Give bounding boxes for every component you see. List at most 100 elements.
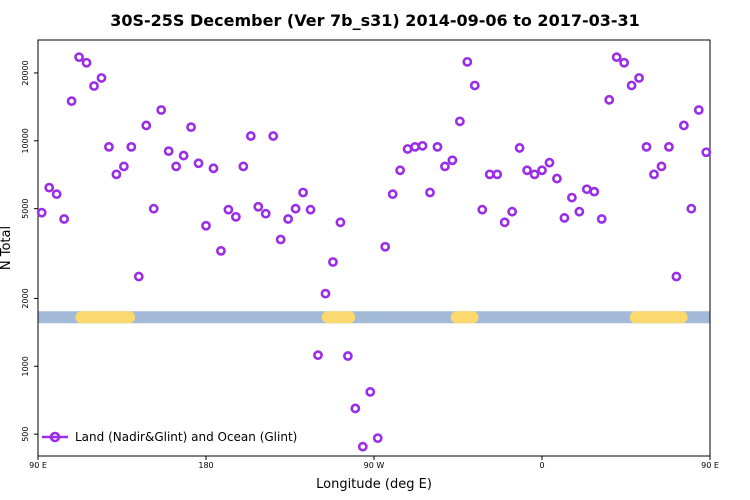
data-point bbox=[626, 80, 637, 91]
data-point bbox=[260, 208, 271, 219]
legend: Land (Nadir&Glint) and Ocean (Glint) bbox=[42, 430, 297, 444]
data-point bbox=[223, 204, 234, 215]
x-tick-label: 90 E bbox=[29, 461, 47, 470]
data-point bbox=[245, 131, 256, 141]
data-point bbox=[350, 403, 361, 414]
data-point bbox=[634, 73, 644, 83]
data-point bbox=[171, 161, 182, 172]
data-point bbox=[320, 288, 331, 299]
data-point bbox=[59, 214, 70, 224]
data-point bbox=[357, 441, 368, 452]
x-axis: 90 E 180 90 W 0 90 E bbox=[29, 456, 719, 470]
data-point bbox=[283, 214, 294, 224]
legend-circle-marker bbox=[49, 431, 61, 443]
data-point bbox=[148, 203, 159, 214]
data-point bbox=[208, 163, 219, 174]
x-tick-label: 180 bbox=[198, 461, 213, 470]
data-point bbox=[440, 161, 450, 172]
data-point bbox=[589, 186, 600, 197]
data-point bbox=[574, 206, 585, 217]
x-tick-label: 90 W bbox=[364, 461, 385, 470]
data-point bbox=[313, 350, 323, 361]
data-point bbox=[74, 52, 84, 63]
data-point bbox=[66, 96, 77, 107]
data-point bbox=[163, 146, 174, 157]
data-point bbox=[126, 141, 137, 152]
data-point bbox=[693, 105, 704, 115]
x-tick-label: 90 E bbox=[701, 461, 719, 470]
data-point bbox=[89, 81, 99, 91]
data-point bbox=[290, 203, 301, 214]
data-point bbox=[230, 211, 241, 222]
data-point bbox=[380, 241, 391, 252]
data-point bbox=[649, 169, 659, 180]
data-point bbox=[499, 217, 510, 228]
data-point bbox=[305, 204, 316, 215]
data-point bbox=[201, 220, 211, 231]
data-point bbox=[529, 169, 540, 180]
data-point bbox=[544, 157, 555, 168]
data-point bbox=[96, 73, 107, 83]
data-point bbox=[133, 271, 144, 282]
data-point bbox=[552, 173, 562, 184]
data-point bbox=[36, 207, 47, 218]
data-point bbox=[193, 158, 204, 169]
y-tick-label: 10000 bbox=[21, 128, 30, 153]
coverage-band bbox=[38, 311, 710, 324]
data-point bbox=[104, 141, 114, 152]
data-point bbox=[387, 189, 398, 200]
data-point bbox=[522, 165, 532, 176]
data-point bbox=[118, 161, 129, 172]
data-point bbox=[275, 234, 286, 245]
y-tick-label: 2000 bbox=[21, 288, 30, 308]
data-point bbox=[581, 184, 592, 195]
data-point bbox=[507, 206, 518, 217]
data-point bbox=[178, 150, 189, 161]
data-point bbox=[365, 386, 376, 397]
data-point bbox=[402, 144, 413, 154]
data-point bbox=[484, 169, 495, 180]
land-band-segment bbox=[629, 311, 688, 324]
data-point bbox=[686, 203, 697, 214]
data-point bbox=[432, 141, 443, 152]
data-point bbox=[186, 122, 196, 133]
land-band-segment bbox=[321, 311, 356, 324]
data-point bbox=[298, 187, 308, 198]
y-tick-label: 20000 bbox=[21, 60, 30, 85]
data-points bbox=[36, 52, 712, 452]
data-point bbox=[238, 161, 249, 172]
data-point bbox=[111, 169, 122, 180]
data-point bbox=[514, 143, 525, 153]
x-tick-label: 0 bbox=[539, 461, 544, 470]
land-band-segment bbox=[450, 311, 479, 324]
data-point bbox=[141, 120, 152, 131]
data-point bbox=[656, 161, 667, 172]
data-point bbox=[641, 141, 652, 152]
data-point bbox=[410, 141, 420, 152]
data-point bbox=[611, 52, 622, 63]
data-point bbox=[469, 80, 480, 91]
y-tick-label: 500 bbox=[21, 427, 30, 442]
data-point bbox=[596, 214, 607, 224]
data-point bbox=[447, 155, 458, 166]
data-point bbox=[342, 351, 353, 361]
legend-entry-label: Land (Nadir&Glint) and Ocean (Glint) bbox=[75, 430, 297, 444]
data-point bbox=[328, 257, 338, 267]
data-point bbox=[701, 147, 712, 158]
data-point bbox=[216, 245, 226, 256]
data-point bbox=[492, 169, 503, 180]
data-point bbox=[477, 204, 488, 215]
data-point bbox=[44, 182, 55, 193]
data-point bbox=[604, 94, 615, 105]
data-point bbox=[253, 201, 264, 212]
data-point bbox=[417, 140, 428, 151]
data-point bbox=[566, 192, 577, 203]
data-point bbox=[678, 120, 689, 131]
data-point bbox=[537, 165, 547, 176]
data-point bbox=[664, 141, 674, 152]
data-point bbox=[425, 187, 435, 198]
ocean-band bbox=[38, 311, 710, 324]
data-point bbox=[671, 271, 682, 282]
x-axis-label: Longitude (deg E) bbox=[316, 477, 432, 492]
